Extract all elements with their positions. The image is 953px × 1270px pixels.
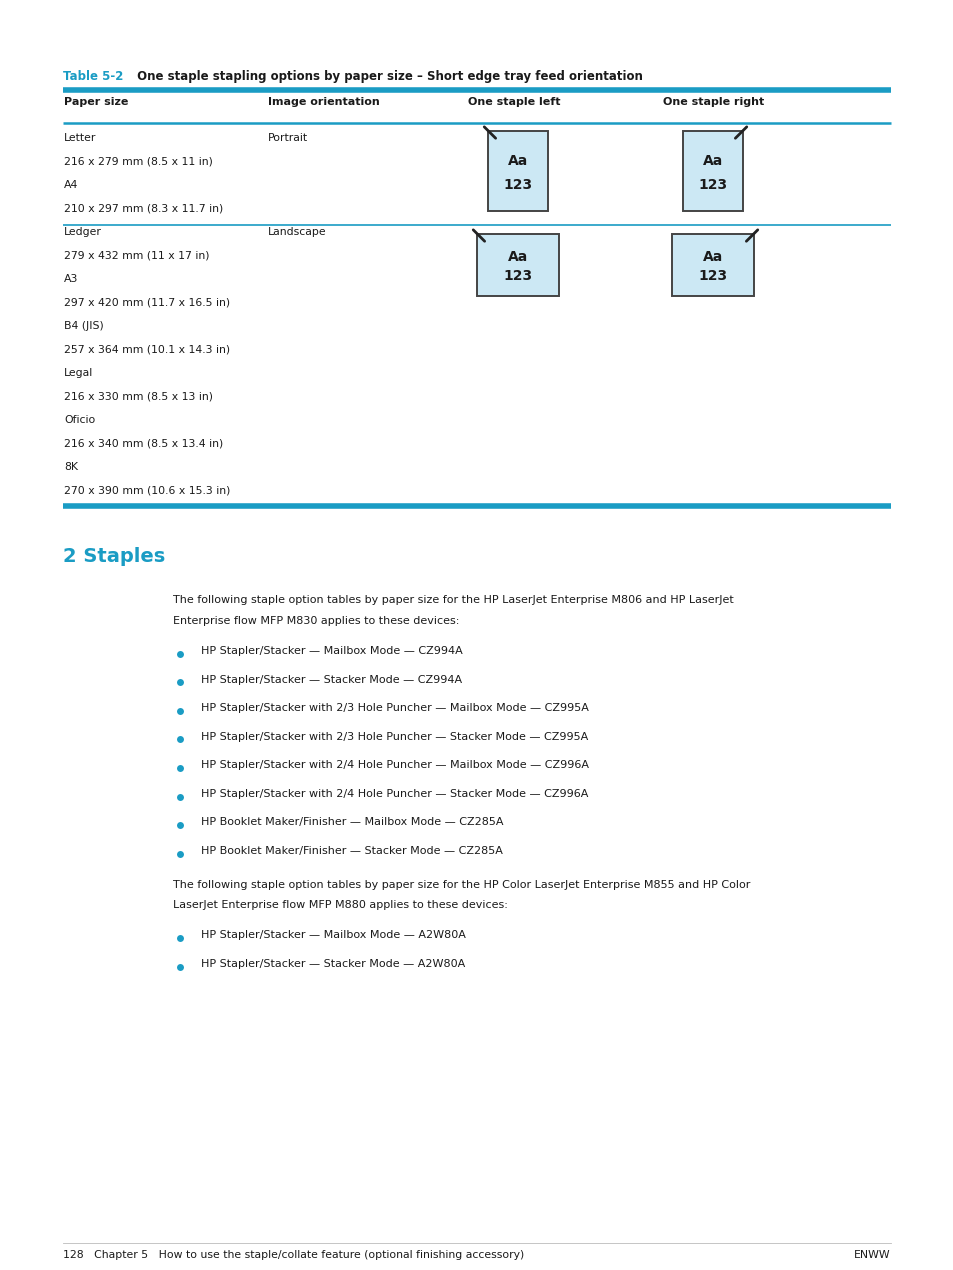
Text: 2 Staples: 2 Staples bbox=[63, 547, 165, 566]
Text: HP Booklet Maker/Finisher — Stacker Mode — CZ285A: HP Booklet Maker/Finisher — Stacker Mode… bbox=[201, 846, 502, 856]
Text: 216 x 340 mm (8.5 x 13.4 in): 216 x 340 mm (8.5 x 13.4 in) bbox=[64, 438, 223, 448]
Text: 128   Chapter 5   How to use the staple/collate feature (optional finishing acce: 128 Chapter 5 How to use the staple/coll… bbox=[63, 1250, 524, 1260]
Text: 123: 123 bbox=[503, 178, 532, 192]
Text: 210 x 297 mm (8.3 x 11.7 in): 210 x 297 mm (8.3 x 11.7 in) bbox=[64, 203, 223, 213]
Text: 216 x 279 mm (8.5 x 11 in): 216 x 279 mm (8.5 x 11 in) bbox=[64, 156, 213, 166]
Text: 270 x 390 mm (10.6 x 15.3 in): 270 x 390 mm (10.6 x 15.3 in) bbox=[64, 485, 230, 495]
Text: ENWW: ENWW bbox=[854, 1250, 890, 1260]
Bar bbox=[476, 234, 558, 296]
Text: The following staple option tables by paper size for the HP Color LaserJet Enter: The following staple option tables by pa… bbox=[172, 880, 750, 889]
Text: Legal: Legal bbox=[64, 368, 93, 378]
Text: Landscape: Landscape bbox=[268, 227, 326, 237]
Text: Ledger: Ledger bbox=[64, 227, 102, 237]
Text: 123: 123 bbox=[698, 269, 727, 283]
Text: Aa: Aa bbox=[702, 250, 722, 264]
Text: HP Stapler/Stacker — Stacker Mode — A2W80A: HP Stapler/Stacker — Stacker Mode — A2W8… bbox=[201, 959, 465, 969]
Text: 257 x 364 mm (10.1 x 14.3 in): 257 x 364 mm (10.1 x 14.3 in) bbox=[64, 344, 230, 354]
Text: A4: A4 bbox=[64, 180, 78, 190]
Text: Portrait: Portrait bbox=[268, 133, 308, 144]
Text: HP Stapler/Stacker with 2/3 Hole Puncher — Stacker Mode — CZ995A: HP Stapler/Stacker with 2/3 Hole Puncher… bbox=[201, 732, 588, 742]
Text: 216 x 330 mm (8.5 x 13 in): 216 x 330 mm (8.5 x 13 in) bbox=[64, 391, 213, 401]
Text: Enterprise flow MFP M830 applies to these devices:: Enterprise flow MFP M830 applies to thes… bbox=[172, 616, 459, 626]
Text: One staple left: One staple left bbox=[468, 97, 560, 107]
Text: Letter: Letter bbox=[64, 133, 96, 144]
Text: LaserJet Enterprise flow MFP M880 applies to these devices:: LaserJet Enterprise flow MFP M880 applie… bbox=[172, 900, 507, 911]
Text: 123: 123 bbox=[503, 269, 532, 283]
Text: 123: 123 bbox=[698, 178, 727, 192]
Text: Table 5-2: Table 5-2 bbox=[63, 70, 123, 83]
Text: The following staple option tables by paper size for the HP LaserJet Enterprise : The following staple option tables by pa… bbox=[172, 596, 733, 606]
Text: 297 x 420 mm (11.7 x 16.5 in): 297 x 420 mm (11.7 x 16.5 in) bbox=[64, 297, 230, 307]
Text: HP Stapler/Stacker with 2/3 Hole Puncher — Mailbox Mode — CZ995A: HP Stapler/Stacker with 2/3 Hole Puncher… bbox=[201, 704, 588, 714]
Text: HP Stapler/Stacker — Mailbox Mode — CZ994A: HP Stapler/Stacker — Mailbox Mode — CZ99… bbox=[201, 646, 462, 657]
Text: Image orientation: Image orientation bbox=[268, 97, 379, 107]
Bar bbox=[682, 131, 742, 211]
Text: 279 x 432 mm (11 x 17 in): 279 x 432 mm (11 x 17 in) bbox=[64, 250, 210, 260]
Text: Oficio: Oficio bbox=[64, 415, 95, 425]
Bar bbox=[488, 131, 547, 211]
Text: HP Stapler/Stacker — Mailbox Mode — A2W80A: HP Stapler/Stacker — Mailbox Mode — A2W8… bbox=[201, 931, 465, 941]
Text: Aa: Aa bbox=[507, 250, 528, 264]
Text: Aa: Aa bbox=[702, 154, 722, 168]
Text: HP Stapler/Stacker — Stacker Mode — CZ994A: HP Stapler/Stacker — Stacker Mode — CZ99… bbox=[201, 674, 461, 685]
Bar bbox=[671, 234, 753, 296]
Text: HP Stapler/Stacker with 2/4 Hole Puncher — Mailbox Mode — CZ996A: HP Stapler/Stacker with 2/4 Hole Puncher… bbox=[201, 761, 588, 771]
Text: Aa: Aa bbox=[507, 154, 528, 168]
Text: 8K: 8K bbox=[64, 462, 78, 472]
Text: A3: A3 bbox=[64, 274, 78, 284]
Text: B4 (JIS): B4 (JIS) bbox=[64, 321, 104, 331]
Text: HP Stapler/Stacker with 2/4 Hole Puncher — Stacker Mode — CZ996A: HP Stapler/Stacker with 2/4 Hole Puncher… bbox=[201, 789, 588, 799]
Text: One staple right: One staple right bbox=[662, 97, 763, 107]
Text: Paper size: Paper size bbox=[64, 97, 129, 107]
Text: One staple stapling options by paper size – Short edge tray feed orientation: One staple stapling options by paper siz… bbox=[132, 70, 642, 83]
Text: HP Booklet Maker/Finisher — Mailbox Mode — CZ285A: HP Booklet Maker/Finisher — Mailbox Mode… bbox=[201, 818, 503, 828]
